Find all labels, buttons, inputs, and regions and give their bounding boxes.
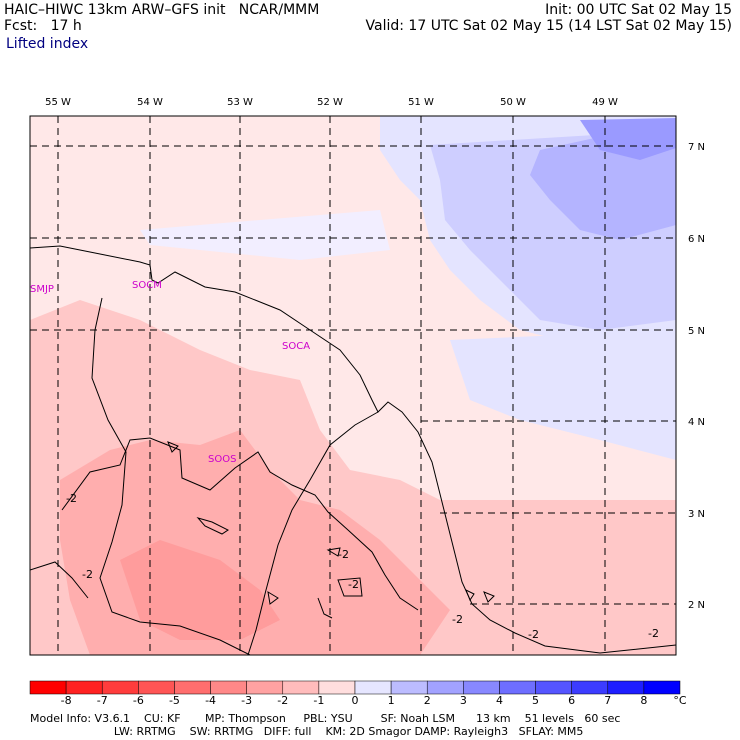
header-title: HAIC–HIWC 13km ARW–GFS init NCAR/MMM [4,2,320,18]
station-label: SMJP [30,284,54,295]
colorbar-tick-label: 6 [568,694,576,707]
lon-label: 51 W [408,97,434,108]
lon-label: 55 W [45,97,71,108]
colorbar-swatch [426,680,464,695]
contour-label: -2 [338,548,349,561]
map-frame [29,115,677,656]
model-info-line1: Model Info: V3.6.1 CU: KF MP: Thompson P… [30,712,621,725]
field-name: Lifted index [6,36,89,52]
lat-label: 2 N [688,600,705,611]
colorbar-swatch [643,680,681,695]
colorbar-tick-label: -6 [132,694,144,707]
lat-labels: 7 N 6 N 5 N 4 N 3 N 2 N [688,142,705,611]
lat-label: 3 N [688,509,705,520]
lon-label: 53 W [227,97,253,108]
contour-label: -2 [348,578,359,591]
lat-lon-grid [30,116,676,655]
contours [61,437,495,619]
colorbar-tick-label: 5 [532,694,540,707]
contour-label: -2 [452,613,463,626]
station-label: SOCA [282,341,310,352]
lon-label: 52 W [317,97,343,108]
contour-label: -2 [648,627,659,640]
lon-label: 49 W [592,97,618,108]
init-time: Init: 00 UTC Sat 02 May 15 [545,2,732,18]
colorbar-tick-label: -8 [60,694,72,707]
lon-label: 54 W [137,97,163,108]
colorbar-swatch [29,680,67,695]
colorbar-swatch [174,680,211,695]
colorbar-swatch [318,680,356,695]
colorbar-tick-label: 0 [351,694,359,707]
colorbar [29,680,681,695]
colorbar-swatch [535,680,572,695]
model-info-line2: LW: RRTMG SW: RRTMG DIFF: full KM: 2D Sm… [30,725,584,738]
lat-label: 6 N [688,234,705,245]
colorbar-swatch [390,680,428,695]
colorbar-tick-label: 2 [423,694,431,707]
colorbar-tick-label: -3 [241,694,253,707]
contour-label: -2 [66,492,77,505]
station-label: SOOS [208,454,236,465]
colorbar-unit: °C [673,694,687,707]
colorbar-swatch [607,680,645,695]
colorbar-tick-label: 4 [495,694,503,707]
colorbar-swatch [571,680,609,695]
colorbar-swatch [210,680,247,695]
lat-label: 5 N [688,326,705,337]
coastlines [30,245,676,655]
station-labels: SMJP SOCM SOCA SOOS [30,280,310,465]
colorbar-tick-label: -1 [313,694,325,707]
colorbar-tick-label: 3 [459,694,467,707]
header-left: HAIC–HIWC 13km ARW–GFS init NCAR/MMM Fcs… [4,2,319,34]
colorbar-swatch [101,680,139,695]
colorbar-swatch [499,680,536,695]
contour-label: -2 [82,568,93,581]
lifted-index-field [30,116,676,655]
valid-time: Valid: 17 UTC Sat 02 May 15 (14 LST Sat … [365,18,732,34]
colorbar-tick-label: 7 [604,694,612,707]
colorbar-swatch [354,680,392,695]
forecast-hour: Fcst: 17 h [4,18,82,34]
colorbar-swatch [65,680,103,695]
header-right: Init: 00 UTC Sat 02 May 15 Valid: 17 UTC… [366,2,732,34]
colorbar-swatch [463,680,500,695]
contour-label: -2 [528,628,539,641]
lon-labels: 55 W 54 W 53 W 52 W 51 W 50 W 49 W [45,97,618,108]
lat-label: 7 N [688,142,705,153]
colorbar-tick-label: 8 [640,694,648,707]
colorbar-tick-label: -4 [205,694,217,707]
colorbar-swatch [246,680,284,695]
contour-labels: -2 -2 -2 -2 -2 -2 -2 [66,492,659,641]
colorbar-swatch [282,680,320,695]
lon-label: 50 W [500,97,526,108]
colorbar-swatch [138,680,175,695]
colorbar-tick-label: 1 [387,694,395,707]
colorbar-tick-label: -2 [277,694,289,707]
station-label: SOCM [132,280,162,291]
colorbar-tick-label: -7 [96,694,108,707]
colorbar-tick-label: -5 [168,694,180,707]
lat-label: 4 N [688,417,705,428]
